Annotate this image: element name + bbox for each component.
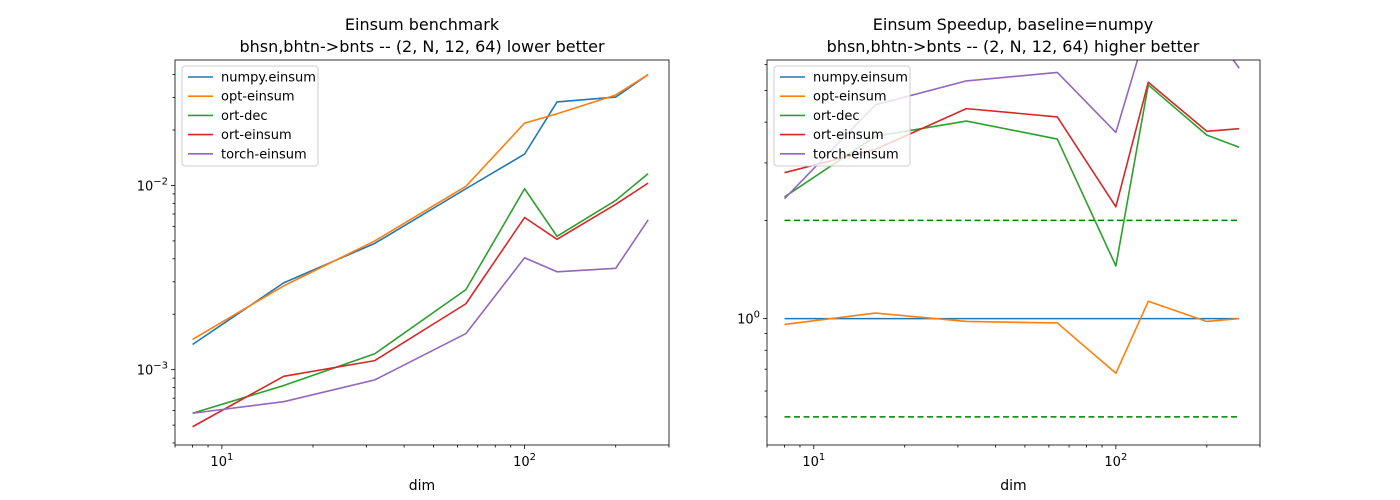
legend-label: ort-dec	[813, 109, 859, 124]
x-tick-label: 102	[513, 452, 536, 470]
plot-frame	[766, 59, 1261, 446]
legend-label: opt-einsum	[221, 90, 295, 105]
legend-label: torch-einsum	[813, 147, 899, 162]
y-tick-label: 10−2	[137, 176, 168, 194]
chart-title: Einsum benchmark	[345, 15, 500, 34]
plot-frame	[174, 59, 670, 446]
chart-title: Einsum Speedup, baseline=numpy	[873, 15, 1153, 34]
x-axis-label: dim	[409, 478, 435, 494]
series-line-ort-einsum	[192, 182, 649, 428]
series-line-opt-einsum	[784, 300, 1240, 375]
series-line-ort-dec	[192, 172, 649, 415]
y-tick-label: 10−3	[137, 361, 168, 379]
y-tick-label: 100	[737, 310, 760, 328]
x-tick-label: 102	[1104, 452, 1127, 470]
x-axis-label: dim	[1000, 478, 1026, 494]
chart-1: Einsum benchmark bhsn,bhtn->bnts -- (2, N…	[137, 15, 670, 494]
legend-label: opt-einsum	[813, 90, 887, 105]
x-tick-label: 101	[210, 452, 233, 470]
legend-label: numpy.einsum	[221, 71, 316, 86]
x-tick-label: 101	[802, 452, 825, 470]
legend-label: torch-einsum	[221, 147, 307, 162]
legend: numpy.einsum opt-einsum ort-dec ort-einsum t…	[181, 65, 319, 167]
legend-box	[773, 65, 911, 167]
legend: numpy.einsum opt-einsum ort-dec ort-einsum t…	[773, 65, 911, 167]
chart-2: Einsum Speedup, baseline=numpy bhsn,bhtn-…	[737, 15, 1261, 494]
series-line-torch-einsum	[192, 219, 649, 415]
legend-label: ort-einsum	[813, 128, 884, 143]
chart-subtitle: bhsn,bhtn->bnts -- (2, N, 12, 64) lower …	[239, 37, 605, 56]
chart-subtitle: bhsn,bhtn->bnts -- (2, N, 12, 64) higher…	[827, 37, 1200, 56]
legend-box	[181, 65, 319, 167]
legend-label: ort-dec	[221, 109, 267, 124]
legend-label: ort-einsum	[221, 128, 292, 143]
legend-label: numpy.einsum	[813, 71, 908, 86]
series-line-opt-einsum	[192, 73, 649, 341]
